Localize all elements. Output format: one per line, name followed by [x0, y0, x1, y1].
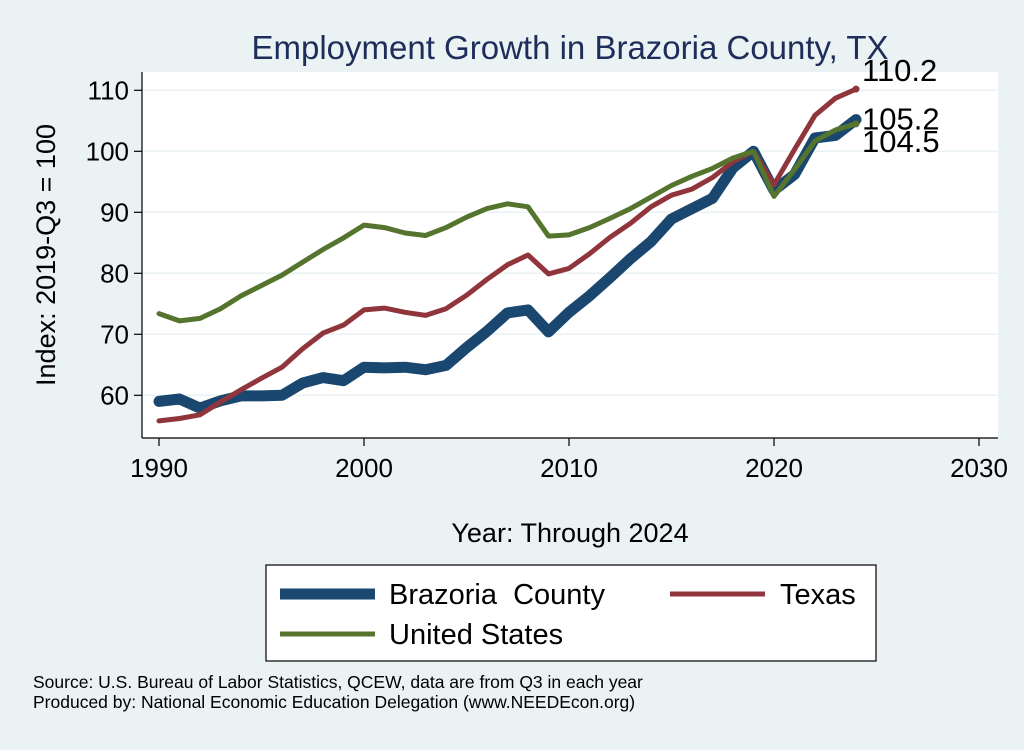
x-tick-label-2030: 2030 [950, 453, 1008, 483]
series-lines [153, 86, 862, 424]
x-tick-label-2020: 2020 [745, 453, 803, 483]
y-tick-label-90: 90 [100, 197, 129, 227]
x-ticks: 1990 2000 2010 2020 2030 [130, 438, 1008, 483]
series-line-brazoria [153, 114, 862, 414]
plot-area [142, 72, 998, 438]
end-label-texas: 110.2 [862, 53, 937, 88]
chart-title: Employment Growth in Brazoria County, TX [251, 29, 888, 66]
legend: Brazoria County Texas United States [265, 564, 877, 662]
legend-label-brazoria: Brazoria County [389, 579, 605, 611]
end-label-brazoria: 105.2 [862, 102, 940, 137]
x-tick-label-2000: 2000 [335, 453, 393, 483]
legend-box [265, 564, 877, 662]
y-tick-label-80: 80 [100, 258, 129, 288]
end-marker-us [852, 120, 860, 128]
y-ticks: 60 70 80 90 100 110 [86, 75, 142, 410]
y-axis-label: Index: 2019-Q3 = 100 [31, 124, 61, 386]
end-label-us: 104.5 [862, 124, 940, 159]
legend-label-texas: Texas [780, 579, 856, 611]
y-tick-label-70: 70 [100, 319, 129, 349]
legend-label-us: United States [389, 619, 563, 651]
x-tick-label-2010: 2010 [540, 453, 598, 483]
y-tick-label-60: 60 [100, 380, 129, 410]
series-line-us [156, 121, 859, 324]
y-tick-label-110: 110 [88, 75, 129, 105]
x-axis-label: Year: Through 2024 [451, 518, 688, 548]
producer-note: Produced by: National Economic Education… [33, 692, 635, 712]
axes [141, 72, 998, 439]
source-note: Source: U.S. Bureau of Labor Statistics,… [33, 672, 643, 692]
end-marker-texas [852, 85, 860, 93]
x-tick-label-1990: 1990 [130, 453, 188, 483]
y-tick-label-100: 100 [86, 136, 129, 166]
